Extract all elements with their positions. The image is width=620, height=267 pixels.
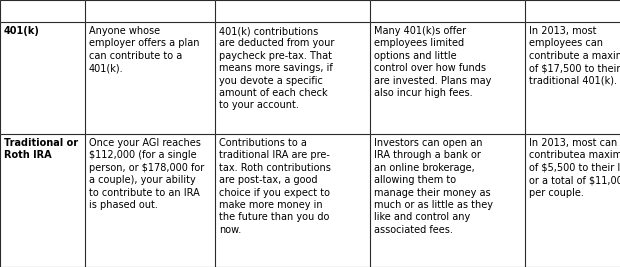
Text: Traditional or
Roth IRA: Traditional or Roth IRA (4, 138, 78, 160)
Text: 401(k): 401(k) (4, 26, 40, 36)
Text: Investors can open an
IRA through a bank or
an online brokerage,
allowing them t: Investors can open an IRA through a bank… (374, 138, 493, 235)
Text: Once your AGI reaches
$112,000 (for a single
person, or $178,000 for
a couple), : Once your AGI reaches $112,000 (for a si… (89, 138, 204, 210)
Text: Anyone whose
employer offers a plan
can contribute to a
401(k).: Anyone whose employer offers a plan can … (89, 26, 200, 73)
Text: 401(k) contributions
are deducted from your
paycheck pre-tax. That
means more sa: 401(k) contributions are deducted from y… (219, 26, 334, 110)
Text: Diversity of Funds: Diversity of Funds (374, 6, 485, 16)
Text: In 2013, most
employees can
contribute a maximum
of $17,500 to their
traditional: In 2013, most employees can contribute a… (529, 26, 620, 86)
Text: Contribution Limit: Contribution Limit (529, 6, 620, 16)
Text: Contributions to a
traditional IRA are pre-
tax. Roth contributions
are post-tax: Contributions to a traditional IRA are p… (219, 138, 331, 235)
Text: Many 401(k)s offer
employees limited
options and little
control over how funds
a: Many 401(k)s offer employees limited opt… (374, 26, 492, 98)
Text: Account: Account (4, 6, 53, 16)
Text: Eligibility: Eligibility (89, 6, 146, 16)
Text: Pre- or Post-Tax: Pre- or Post-Tax (219, 6, 315, 16)
Text: In 2013, most can
contributea maximum
of $5,500 to their IRA,
or a total of $11,: In 2013, most can contributea maximum of… (529, 138, 620, 198)
